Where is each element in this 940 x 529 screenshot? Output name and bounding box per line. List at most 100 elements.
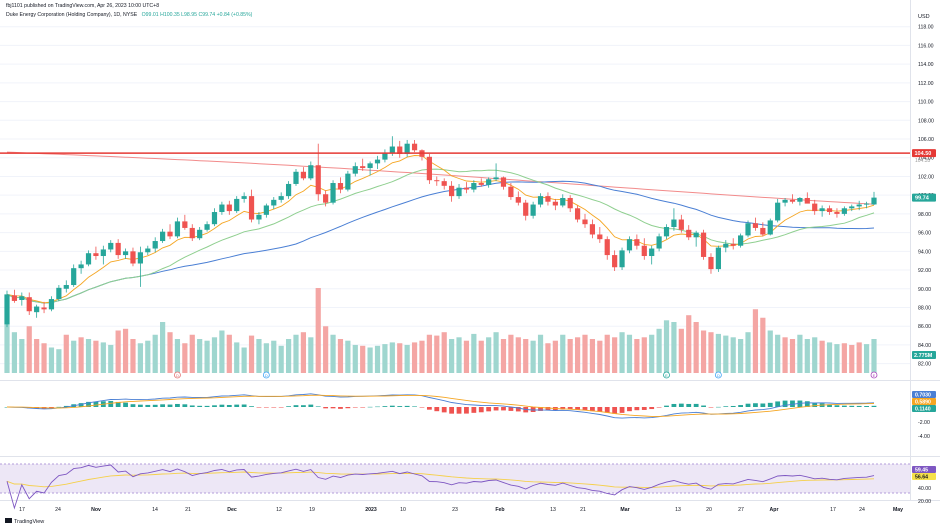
resistance-price-badge	[912, 149, 936, 158]
volume-bar	[419, 340, 425, 373]
candle-body	[374, 159, 381, 164]
volume-bar	[708, 332, 714, 373]
candle-body	[300, 171, 307, 179]
volume-bar	[567, 339, 573, 373]
macd-histogram-bar	[338, 407, 343, 409]
volume-bar	[41, 343, 47, 373]
volume-bar	[745, 332, 751, 373]
volume-bar	[700, 330, 707, 373]
volume-bar	[508, 334, 514, 373]
volume-bar	[182, 343, 188, 373]
macd-histogram-bar	[545, 407, 551, 411]
x-tick-label: 14	[152, 507, 158, 513]
volume-bar	[278, 345, 284, 373]
candle-body	[397, 146, 403, 154]
volume-bar	[34, 339, 40, 373]
candle-body	[34, 306, 40, 313]
candle-body	[11, 295, 18, 301]
candle-body	[678, 219, 684, 230]
macd-histogram-bar	[738, 405, 744, 407]
macd-histogram-bar	[426, 407, 432, 410]
candle-body	[523, 202, 529, 216]
volume-bar	[85, 339, 92, 373]
macd-histogram-bar	[597, 407, 603, 412]
ema-short-line	[6, 155, 875, 304]
macd-histogram-bar	[678, 403, 684, 407]
volume-bar	[56, 349, 62, 373]
macd-histogram-bar	[197, 405, 203, 407]
volume-bar	[345, 340, 351, 373]
event-marker-label: D	[265, 373, 268, 378]
price-tick-label: 110.00	[918, 100, 934, 106]
candle-body	[293, 171, 299, 184]
event-marker-label: D	[176, 373, 179, 378]
candle-body	[493, 177, 499, 180]
candle-body	[382, 153, 388, 160]
macd-histogram-bar	[530, 407, 536, 412]
symbol-title: Duke Energy Corporation (Holding Company…	[6, 12, 138, 18]
candle-body	[849, 206, 855, 209]
price-tick-label: 88.00	[918, 305, 931, 311]
candle-body	[441, 181, 447, 186]
macd-line	[6, 393, 875, 419]
candle-body	[486, 179, 492, 185]
candle-body	[545, 196, 551, 202]
volume-bar	[552, 340, 558, 373]
volume-bar	[612, 337, 618, 373]
volume-bar	[256, 339, 262, 373]
macd-hist-badge	[912, 405, 936, 412]
event-marker	[714, 371, 722, 379]
macd-histogram-bar	[271, 407, 277, 408]
candle-body	[567, 197, 573, 209]
candle-body	[226, 204, 232, 212]
price-tick-label: 86.00	[918, 324, 931, 330]
candle-body	[137, 252, 143, 264]
macd-signal-label: 0.5890	[915, 400, 931, 406]
volume-bar	[500, 339, 507, 373]
volume-bar	[241, 347, 247, 373]
macd-histogram-bar	[745, 403, 751, 407]
candle-body	[211, 212, 218, 225]
volume-bar	[449, 339, 455, 373]
last-price-label: 99.74	[915, 196, 930, 202]
volume-bar	[856, 342, 862, 373]
macd-histogram-bar	[115, 401, 121, 407]
volume-bar	[352, 344, 358, 373]
macd-histogram-bar	[604, 407, 610, 413]
volume-bar	[775, 334, 781, 373]
candle-body	[315, 165, 321, 195]
volume-bar	[812, 337, 818, 373]
candle-body	[515, 197, 521, 203]
volume-bar	[804, 339, 810, 373]
macd-histogram-bar	[538, 407, 543, 411]
macd-signal-line	[6, 394, 875, 417]
candle-body	[863, 203, 870, 205]
volume-bar	[145, 340, 151, 373]
macd-histogram-bar	[671, 403, 677, 407]
macd-histogram-bar	[619, 407, 625, 413]
candle-body	[130, 251, 136, 264]
candle-body	[19, 296, 25, 300]
volume-bar	[174, 339, 181, 373]
volume-bar	[515, 337, 521, 373]
volume-bar	[597, 340, 603, 373]
event-marker-label: D	[717, 373, 720, 378]
macd-histogram-bar	[760, 403, 766, 407]
volume-bar	[48, 347, 55, 373]
candle-body	[26, 297, 32, 312]
macd-histogram-bar	[567, 407, 573, 410]
macd-histogram-bar	[575, 407, 580, 410]
candle-body	[160, 231, 166, 242]
candle-body	[434, 180, 440, 182]
x-tick-label: 13	[550, 507, 556, 513]
volume-bar	[649, 334, 655, 373]
candle-body	[656, 236, 662, 249]
candle-body	[686, 229, 692, 238]
macd-histogram-bar	[419, 407, 425, 408]
tradingview-logo[interactable]: TradingView	[5, 518, 44, 525]
volume-bar	[26, 326, 32, 373]
candle-body	[752, 223, 759, 228]
candle-body	[285, 183, 292, 197]
volume-bar	[330, 334, 336, 373]
